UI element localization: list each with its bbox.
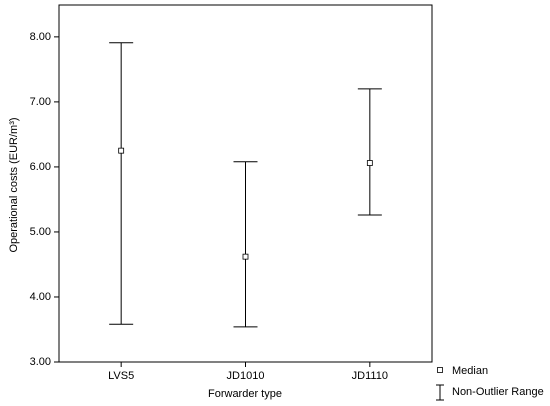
x-tick-label: JD1010 [227, 370, 265, 382]
x-axis-label: Forwarder type [208, 388, 282, 400]
y-tick-label: 3.00 [30, 356, 51, 368]
y-tick-label: 5.00 [30, 226, 51, 238]
x-tick-label: JD1110 [352, 370, 388, 382]
legend-label: Median [452, 365, 488, 377]
x-tick-label: LVS5 [108, 370, 134, 382]
median-marker [366, 160, 373, 166]
y-tick-label: 4.00 [30, 291, 51, 303]
legend-median-icon [437, 367, 443, 373]
y-axis-label: Operational costs (EUR/m³) [8, 117, 20, 252]
median-marker [242, 253, 249, 260]
legend-label: Non-Outlier Range [452, 386, 544, 398]
y-tick-label: 6.00 [30, 161, 51, 173]
y-tick-label: 8.00 [30, 31, 51, 43]
median-marker [118, 147, 125, 154]
y-tick-label: 7.00 [30, 96, 51, 108]
